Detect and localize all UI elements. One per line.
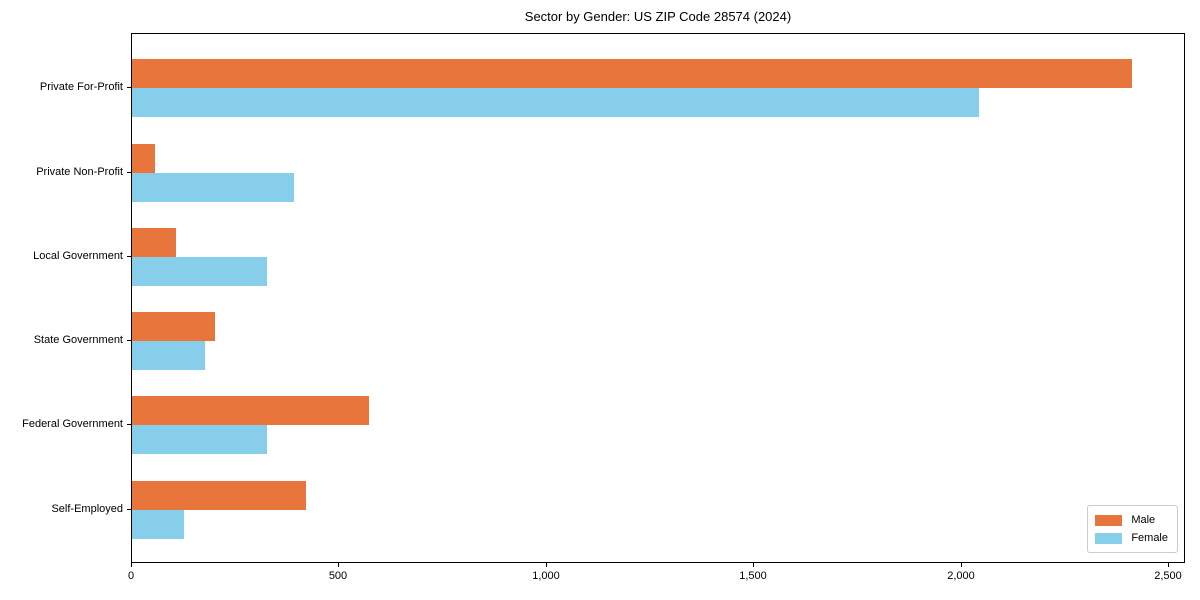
x-tick-mark (753, 563, 754, 567)
y-tick-mark (127, 256, 131, 257)
x-tick-mark (1168, 563, 1169, 567)
legend-swatch-male (1095, 514, 1123, 526)
y-axis-label: State Government (33, 334, 123, 346)
plot-area: Male Female (131, 33, 1185, 563)
bar-male-5 (132, 396, 369, 425)
y-axis-label: Private Non-Profit (36, 166, 123, 178)
bar-female-3 (132, 257, 267, 286)
y-tick-mark (127, 172, 131, 173)
y-axis-label: Self-Employed (51, 503, 123, 515)
legend-swatch-female (1095, 532, 1123, 544)
legend: Male Female (1087, 505, 1178, 553)
bar-female-2 (132, 173, 294, 202)
bar-female-4 (132, 341, 205, 370)
bar-male-3 (132, 228, 176, 257)
x-tick-label: 0 (127, 570, 135, 582)
bar-male-2 (132, 144, 155, 173)
legend-row-female: Female (1095, 529, 1168, 547)
y-axis-label: Private For-Profit (39, 81, 123, 93)
y-axis-label: Federal Government (22, 418, 123, 430)
x-tick-mark (338, 563, 339, 567)
x-tick-label: 2,000 (947, 570, 975, 582)
bar-male-4 (132, 312, 215, 341)
y-tick-mark (127, 509, 131, 510)
bar-female-1 (132, 88, 979, 117)
y-axis-label: Local Government (33, 250, 123, 262)
x-tick-label: 1,000 (532, 570, 560, 582)
legend-label-female: Female (1131, 532, 1168, 544)
bar-male-1 (132, 59, 1132, 88)
x-tick-label: 1,500 (739, 570, 767, 582)
y-tick-mark (127, 424, 131, 425)
legend-row-male: Male (1095, 511, 1168, 529)
bar-male-6 (132, 481, 306, 510)
x-tick-label: 2,500 (1154, 570, 1182, 582)
chart-title: Sector by Gender: US ZIP Code 28574 (202… (524, 9, 792, 24)
y-tick-mark (127, 340, 131, 341)
legend-label-male: Male (1131, 514, 1156, 526)
bar-female-6 (132, 510, 184, 539)
bar-female-5 (132, 425, 267, 454)
x-tick-mark (131, 563, 132, 567)
x-tick-mark (546, 563, 547, 567)
y-tick-mark (127, 87, 131, 88)
x-tick-label: 500 (328, 570, 348, 582)
x-tick-mark (961, 563, 962, 567)
